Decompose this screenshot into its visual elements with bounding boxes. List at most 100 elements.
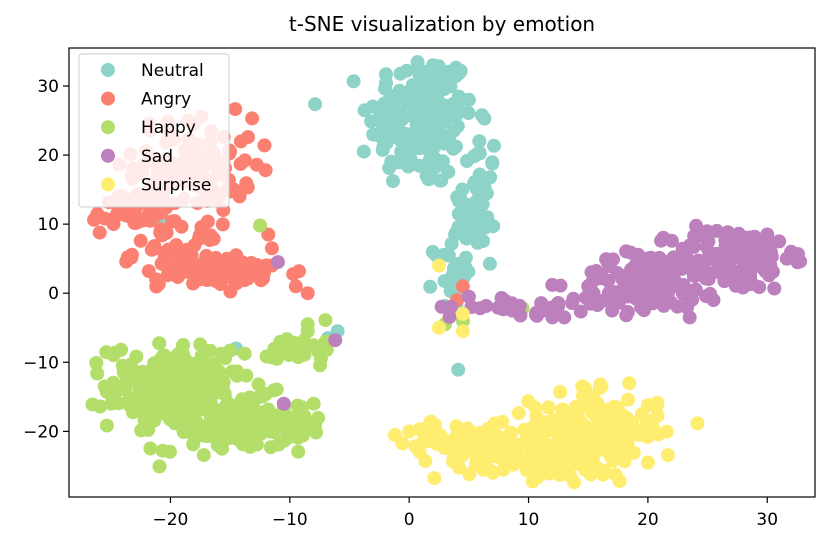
point-happy	[132, 381, 147, 396]
point-neutral	[386, 174, 400, 189]
point-angry	[228, 102, 243, 117]
point-sad	[732, 247, 747, 262]
point-happy	[247, 406, 262, 421]
point-neutral	[482, 256, 497, 271]
point-happy	[129, 349, 144, 364]
point-neutral	[450, 119, 465, 134]
point-surprise	[470, 446, 484, 461]
point-happy	[216, 415, 231, 430]
legend-label: Sad	[141, 147, 173, 167]
point-angry	[257, 138, 272, 153]
point-angry	[233, 134, 248, 149]
point-sad	[720, 225, 735, 240]
point-sad	[442, 309, 457, 324]
point-sad	[670, 299, 685, 314]
point-sad	[713, 261, 727, 276]
point-happy	[223, 343, 238, 358]
legend-label: Happy	[141, 118, 196, 138]
legend-marker	[101, 177, 115, 192]
point-surprise	[432, 320, 446, 335]
point-happy	[155, 349, 170, 364]
point-angry	[180, 242, 195, 257]
point-surprise	[455, 448, 470, 463]
x-tick-label: 10	[518, 510, 540, 530]
point-happy	[243, 439, 258, 454]
point-angry	[155, 222, 170, 237]
point-neutral	[472, 167, 487, 182]
point-neutral	[457, 263, 472, 278]
point-happy	[163, 444, 177, 459]
point-neutral	[447, 261, 462, 276]
point-surprise	[427, 471, 442, 486]
point-angry	[215, 217, 230, 232]
point-happy	[216, 382, 230, 397]
point-happy	[137, 411, 152, 426]
point-neutral	[437, 114, 452, 129]
point-neutral	[417, 160, 432, 175]
chart-title: t-SNE visualization by emotion	[289, 12, 595, 36]
point-neutral	[425, 244, 440, 259]
point-neutral	[421, 172, 436, 187]
point-surprise	[526, 440, 541, 455]
point-surprise	[637, 424, 652, 439]
point-happy	[311, 410, 326, 425]
point-happy	[259, 349, 274, 364]
point-sad	[647, 281, 662, 295]
point-surprise	[495, 431, 510, 446]
point-sad	[504, 301, 519, 316]
point-neutral	[477, 179, 492, 194]
point-happy	[99, 418, 114, 433]
point-neutral	[386, 129, 401, 144]
point-happy	[221, 400, 236, 415]
point-surprise	[433, 428, 448, 443]
plot-frame	[68, 47, 816, 498]
point-happy	[152, 459, 167, 474]
point-surprise	[508, 453, 523, 468]
point-surprise	[488, 447, 503, 462]
series-sad	[270, 218, 808, 411]
legend-label: Neutral	[141, 61, 204, 81]
point-neutral	[450, 106, 465, 121]
point-sad	[654, 233, 669, 248]
point-sad	[674, 283, 689, 298]
point-angry	[206, 231, 221, 246]
point-happy	[184, 422, 199, 437]
legend-label: Angry	[141, 90, 191, 110]
point-happy	[276, 416, 291, 431]
legend-marker	[101, 148, 115, 163]
point-neutral	[437, 274, 452, 289]
point-sad	[784, 244, 799, 259]
point-happy	[295, 346, 310, 361]
point-surprise	[485, 465, 500, 480]
point-happy	[300, 324, 315, 339]
point-angry	[253, 264, 268, 279]
point-sad	[760, 227, 775, 242]
point-happy	[258, 387, 273, 401]
point-happy	[97, 379, 112, 394]
point-surprise	[573, 435, 588, 450]
point-neutral	[485, 156, 500, 171]
point-neutral	[487, 138, 501, 153]
point-neutral	[373, 106, 388, 121]
point-neutral	[372, 129, 387, 144]
point-surprise	[578, 450, 593, 465]
point-sad	[601, 273, 616, 288]
point-happy	[125, 405, 140, 420]
point-happy	[141, 422, 156, 437]
legend-marker	[101, 63, 115, 77]
point-surprise	[511, 406, 526, 421]
point-happy	[179, 395, 194, 410]
point-angry	[200, 214, 215, 229]
x-tick-label: −10	[272, 510, 308, 530]
point-neutral	[384, 154, 399, 169]
point-surprise	[585, 406, 600, 421]
point-surprise	[612, 474, 627, 489]
point-happy	[279, 332, 294, 347]
point-sad	[628, 258, 643, 272]
point-sad	[739, 261, 754, 276]
point-surprise	[606, 429, 621, 444]
series-surprise	[388, 258, 705, 490]
point-sad	[589, 270, 604, 285]
point-surprise	[690, 416, 705, 431]
point-sad	[473, 301, 488, 316]
